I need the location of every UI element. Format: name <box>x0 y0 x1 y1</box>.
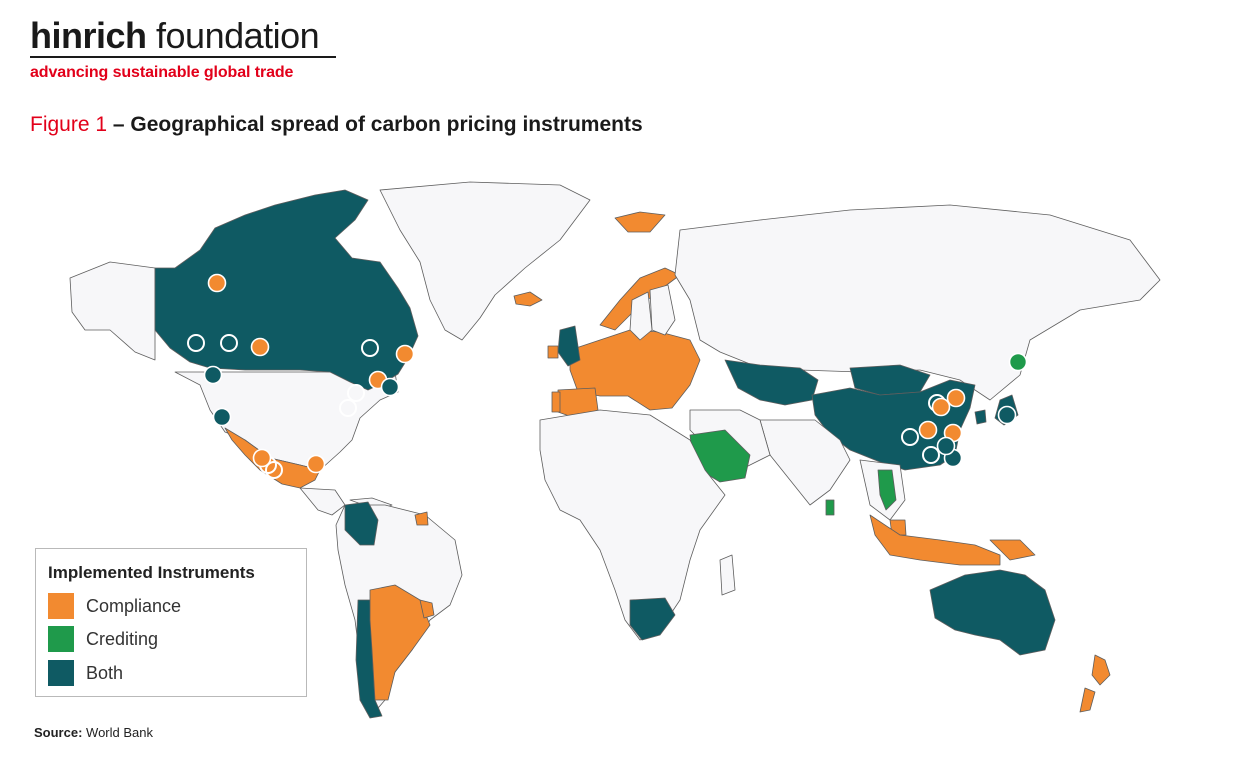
region-australia <box>929 569 1056 656</box>
region-thailand <box>877 469 897 511</box>
marker-beijing <box>946 388 966 408</box>
marker-layer <box>187 273 1028 479</box>
region-uruguay <box>419 599 435 619</box>
region-argentina <box>369 584 431 701</box>
legend-item-compliance: Compliance <box>48 593 181 619</box>
marker-northwest-territories <box>207 273 227 293</box>
region-madagascar <box>719 554 736 596</box>
source-note: Source: World Bank <box>34 725 153 740</box>
brand-name-bold: hinrich <box>30 15 147 56</box>
region-sri-lanka <box>825 499 835 516</box>
open-marker-3 <box>361 339 379 357</box>
marker-hubei <box>918 420 938 440</box>
region-indonesia <box>869 514 1001 566</box>
open-marker-1 <box>187 334 205 352</box>
map-legend: Implemented Instruments Compliance Credi… <box>35 548 307 697</box>
open-marker-2 <box>220 334 238 352</box>
legend-item-crediting: Crediting <box>48 626 158 652</box>
marker-tianjin <box>931 397 951 417</box>
region-south-africa <box>629 597 676 641</box>
marker-washington <box>203 365 223 385</box>
region-canada <box>154 189 419 391</box>
marker-tokyo <box>997 405 1017 425</box>
legend-label-compliance: Compliance <box>86 595 182 616</box>
region-svalbard <box>614 211 666 233</box>
source-label: Source: <box>34 725 83 740</box>
legend-label-both: Both <box>86 662 124 683</box>
marker-california <box>212 407 232 427</box>
region-alaska <box>69 261 156 361</box>
region-portugal <box>551 391 561 413</box>
marker-massachusetts <box>380 377 400 397</box>
marker-tabasco <box>306 454 326 474</box>
marker-nova-scotia <box>395 344 415 364</box>
legend-swatch-both <box>48 660 74 686</box>
marker-baja-california <box>252 448 272 468</box>
legend-swatch-crediting <box>48 626 74 652</box>
region-sweden <box>629 291 653 341</box>
region-united-kingdom <box>557 325 581 367</box>
brand-rule <box>30 56 336 58</box>
marker-shanghai <box>936 436 956 456</box>
legend-label-crediting: Crediting <box>86 628 159 649</box>
figure-title: Figure 1 – Geographical spread of carbon… <box>30 113 643 137</box>
region-greenland <box>379 181 591 341</box>
region-new-zealand <box>1079 654 1111 713</box>
brand-logo: hinrich foundation advancing sustainable… <box>30 18 336 82</box>
region-kazakhstan <box>724 359 819 406</box>
brand-name: hinrich foundation <box>30 18 336 54</box>
legend-title: Implemented Instruments <box>48 563 255 582</box>
figure-title-text: – Geographical spread of carbon pricing … <box>107 113 643 136</box>
region-french-guiana <box>414 511 429 526</box>
region-south-asia <box>759 419 851 506</box>
region-ireland <box>547 345 559 359</box>
region-iceland <box>513 291 543 307</box>
marker-sakhalin <box>1008 352 1028 372</box>
source-value: World Bank <box>86 725 153 740</box>
legend-swatch-compliance <box>48 593 74 619</box>
open-marker-10 <box>265 461 283 479</box>
open-marker-7 <box>901 428 919 446</box>
region-central-america <box>299 487 346 516</box>
marker-manitoba <box>250 337 270 357</box>
open-marker-8 <box>922 446 940 464</box>
brand-tagline: advancing sustainable global trade <box>30 64 294 81</box>
figure-number: Figure 1 <box>30 113 108 136</box>
region-colombia <box>344 501 379 546</box>
open-marker-5 <box>339 399 357 417</box>
legend-item-both: Both <box>48 660 123 686</box>
region-finland <box>649 284 676 336</box>
region-south-korea <box>974 409 987 425</box>
open-marker-4 <box>347 384 365 402</box>
region-russia <box>674 204 1161 401</box>
brand-name-rest: foundation <box>146 15 320 56</box>
region-papua-new-guinea <box>989 539 1036 561</box>
